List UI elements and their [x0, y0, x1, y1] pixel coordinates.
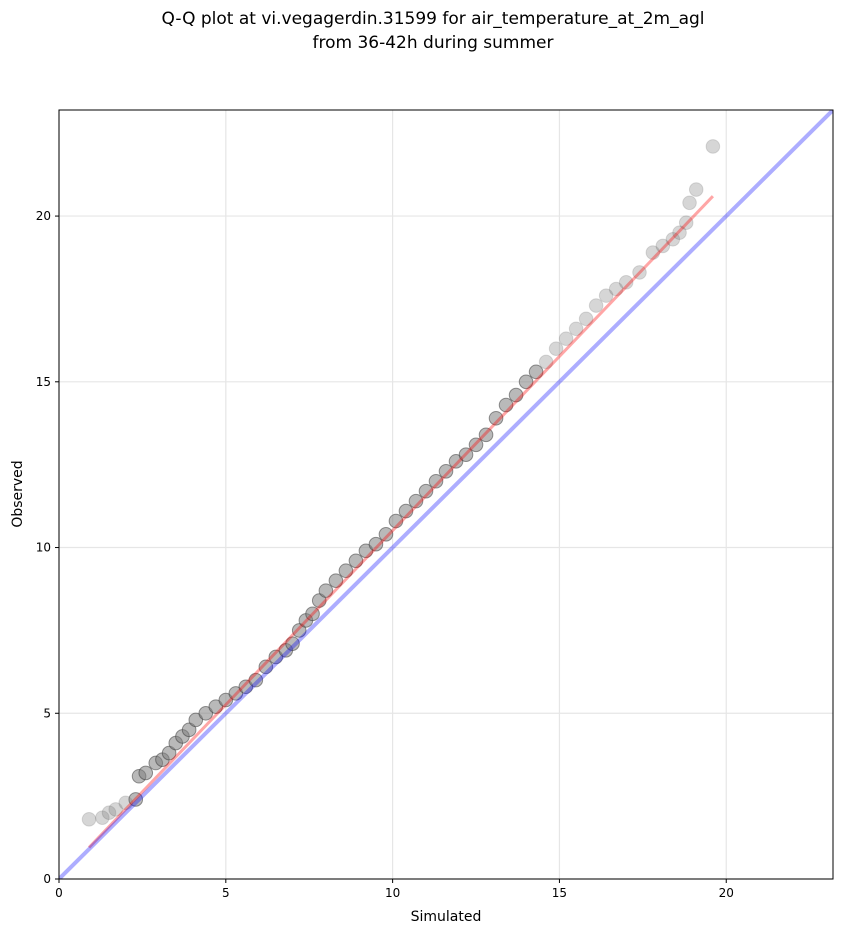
data-point [268, 649, 284, 665]
data-point [101, 805, 117, 821]
data-point [598, 288, 614, 303]
data-point [438, 463, 454, 479]
data-point [128, 792, 144, 807]
data-point [665, 231, 681, 247]
data-point [258, 659, 274, 675]
data-point [218, 692, 234, 708]
data-point [408, 493, 424, 509]
x-axis-label: Simulated [411, 909, 482, 925]
x-tick-label: 20 [719, 886, 734, 900]
data-point [318, 583, 334, 598]
x-tick-label: 10 [385, 886, 400, 900]
data-point [108, 802, 124, 817]
data-point [488, 410, 504, 426]
data-point [448, 454, 464, 469]
data-point [311, 593, 327, 608]
x-tick-label: 15 [552, 886, 567, 900]
data-point [228, 686, 244, 701]
data-point [618, 275, 634, 290]
data-point [328, 573, 344, 588]
data-point [528, 364, 544, 380]
data-point [378, 526, 394, 542]
data-point [678, 215, 694, 230]
data-point [672, 225, 687, 240]
data-point [688, 182, 704, 197]
data-point [538, 354, 554, 370]
data-point [238, 679, 254, 695]
data-point [338, 563, 354, 579]
data-point [588, 298, 604, 313]
y-axis-ticks: 0 5 10 15 20 [36, 209, 59, 886]
plot-frame [58, 109, 834, 880]
x-axis-ticks: 0 5 10 15 20 [55, 879, 734, 900]
data-point [428, 473, 444, 489]
y-tick-label: 5 [43, 706, 51, 720]
data-point [498, 397, 514, 413]
data-point [358, 543, 374, 559]
data-point [458, 447, 474, 463]
y-tick-label: 15 [36, 375, 51, 389]
data-point [608, 281, 624, 297]
y-tick-label: 20 [36, 209, 51, 223]
data-point [468, 437, 484, 453]
y-tick-label: 0 [43, 872, 51, 886]
data-point [285, 636, 300, 651]
data-point [81, 812, 97, 827]
data-point [348, 553, 364, 569]
data-point [305, 606, 320, 622]
data-point [188, 712, 204, 728]
data-point [578, 311, 594, 327]
data-point [655, 238, 671, 254]
data-point [632, 265, 647, 280]
y-axis-label: Observed [10, 460, 26, 527]
data-point [161, 745, 177, 761]
x-tick-label: 0 [55, 886, 63, 900]
data-point [198, 705, 214, 721]
y-tick-label: 10 [36, 541, 51, 555]
chart-subtitle: from 36-42h during summer [313, 33, 554, 53]
data-point [138, 765, 154, 781]
data-point [558, 331, 574, 347]
data-point [388, 513, 404, 529]
fit-line [87, 195, 714, 849]
data-point [368, 536, 384, 552]
data-point [398, 503, 414, 519]
identity-line [59, 110, 833, 879]
quantile-points [81, 139, 721, 827]
x-tick-label: 5 [222, 886, 230, 900]
data-point [181, 722, 197, 738]
reference-lines [59, 110, 833, 879]
data-point [508, 387, 524, 403]
data-point [291, 623, 307, 638]
data-point [548, 341, 564, 356]
data-point [208, 699, 224, 714]
data-point [418, 483, 434, 499]
data-point [95, 810, 110, 825]
data-point [248, 672, 264, 688]
chart-title: Q-Q plot at vi.vegagerdin.31599 for air_… [161, 9, 704, 29]
data-point [645, 245, 661, 260]
data-point [518, 374, 534, 390]
data-point [568, 321, 584, 337]
data-point [478, 427, 494, 443]
data-point [682, 195, 697, 211]
data-point [705, 139, 721, 154]
